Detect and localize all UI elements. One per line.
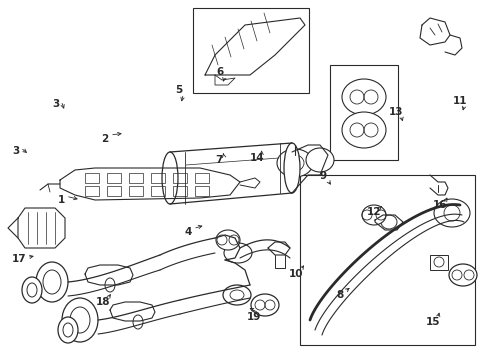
Bar bbox=[107, 186, 121, 196]
Ellipse shape bbox=[62, 298, 98, 342]
Ellipse shape bbox=[105, 278, 115, 292]
Bar bbox=[299, 175, 474, 345]
Bar bbox=[193, 8, 308, 93]
Bar bbox=[429, 255, 447, 270]
Ellipse shape bbox=[284, 143, 299, 193]
Text: 2: 2 bbox=[102, 134, 108, 144]
Ellipse shape bbox=[341, 112, 385, 148]
Text: 3: 3 bbox=[53, 99, 60, 109]
Text: 6: 6 bbox=[216, 67, 223, 77]
Bar bbox=[85, 173, 99, 183]
Text: 1: 1 bbox=[58, 195, 64, 205]
Ellipse shape bbox=[58, 317, 78, 343]
Ellipse shape bbox=[22, 277, 42, 303]
Text: 3: 3 bbox=[12, 146, 19, 156]
Ellipse shape bbox=[380, 215, 396, 229]
Bar bbox=[195, 186, 208, 196]
Text: 12: 12 bbox=[366, 207, 381, 217]
Bar bbox=[129, 173, 142, 183]
Ellipse shape bbox=[341, 79, 385, 115]
Bar bbox=[151, 186, 164, 196]
Bar bbox=[173, 173, 186, 183]
Text: 11: 11 bbox=[451, 96, 466, 106]
Bar bbox=[195, 173, 208, 183]
Text: 17: 17 bbox=[12, 254, 27, 264]
Ellipse shape bbox=[224, 243, 251, 263]
Bar bbox=[151, 173, 164, 183]
Text: 9: 9 bbox=[319, 171, 325, 181]
Ellipse shape bbox=[448, 264, 476, 286]
Ellipse shape bbox=[223, 285, 250, 305]
Text: 13: 13 bbox=[388, 107, 403, 117]
Ellipse shape bbox=[250, 294, 279, 316]
Ellipse shape bbox=[216, 230, 240, 250]
Text: 4: 4 bbox=[184, 227, 192, 237]
Text: 19: 19 bbox=[246, 312, 261, 322]
Ellipse shape bbox=[276, 149, 312, 177]
Text: 7: 7 bbox=[215, 155, 223, 165]
Ellipse shape bbox=[36, 262, 68, 302]
Bar bbox=[173, 186, 186, 196]
Text: 16: 16 bbox=[432, 200, 447, 210]
Bar bbox=[85, 186, 99, 196]
Ellipse shape bbox=[433, 199, 469, 227]
Bar bbox=[107, 173, 121, 183]
Text: 10: 10 bbox=[288, 269, 303, 279]
Bar bbox=[129, 186, 142, 196]
Ellipse shape bbox=[133, 315, 142, 329]
Ellipse shape bbox=[162, 152, 178, 204]
Ellipse shape bbox=[361, 205, 385, 225]
Text: 18: 18 bbox=[95, 297, 110, 307]
Text: 15: 15 bbox=[425, 317, 439, 327]
Ellipse shape bbox=[433, 257, 443, 267]
Ellipse shape bbox=[305, 148, 333, 172]
Text: 5: 5 bbox=[175, 85, 182, 95]
Text: 8: 8 bbox=[336, 290, 343, 300]
Bar bbox=[329, 65, 397, 160]
Text: 14: 14 bbox=[249, 153, 264, 163]
